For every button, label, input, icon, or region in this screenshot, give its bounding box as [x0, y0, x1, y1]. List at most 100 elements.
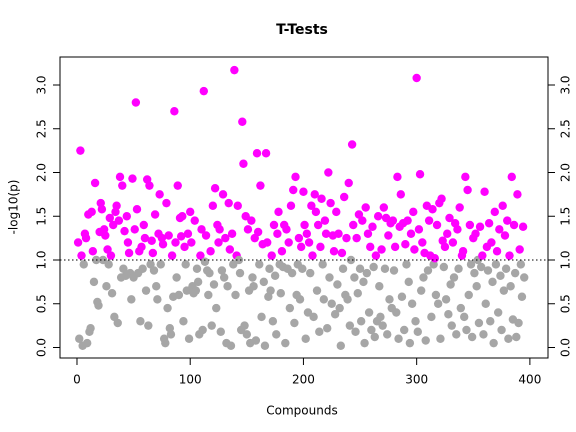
point: [217, 266, 227, 275]
point: [416, 286, 426, 295]
point: [118, 181, 127, 190]
point: [344, 178, 353, 188]
point: [484, 219, 494, 228]
point: [339, 192, 349, 202]
point: [306, 268, 315, 278]
point: [480, 187, 489, 196]
y2-tick-label: 1.0: [559, 250, 573, 269]
point: [516, 260, 526, 269]
point: [179, 317, 188, 326]
point: [242, 330, 252, 339]
point: [201, 231, 211, 240]
point: [412, 73, 421, 83]
point: [330, 310, 340, 319]
point: [229, 260, 238, 269]
point: [464, 290, 473, 300]
point: [153, 295, 162, 304]
point: [320, 216, 330, 225]
point: [233, 201, 242, 210]
point: [277, 247, 287, 256]
point: [309, 312, 318, 322]
point: [437, 194, 446, 203]
point: [415, 170, 425, 179]
point: [325, 273, 334, 282]
point: [343, 295, 352, 304]
point: [454, 264, 463, 273]
point: [225, 245, 235, 254]
point: [509, 220, 519, 230]
point: [407, 299, 417, 308]
point: [251, 336, 261, 345]
chart-title: T-Tests: [276, 22, 328, 38]
point: [291, 172, 300, 182]
point: [218, 190, 228, 199]
point: [317, 194, 326, 203]
point: [352, 233, 361, 243]
point: [128, 174, 137, 183]
point: [79, 260, 88, 269]
point: [130, 225, 139, 234]
point: [105, 213, 115, 223]
point: [441, 295, 451, 304]
point: [507, 172, 516, 182]
point: [466, 260, 476, 269]
point: [476, 262, 486, 272]
point: [448, 238, 458, 247]
point: [409, 207, 418, 217]
point: [239, 159, 248, 168]
point: [191, 286, 201, 295]
point: [431, 290, 441, 300]
point: [187, 238, 196, 247]
point: [260, 341, 270, 350]
point: [127, 295, 136, 304]
point: [170, 107, 179, 116]
point: [301, 334, 310, 343]
point: [183, 229, 193, 238]
point: [112, 201, 121, 210]
point: [497, 325, 506, 335]
point: [182, 286, 192, 295]
point: [300, 220, 309, 230]
point: [394, 334, 403, 343]
point: [304, 238, 314, 247]
point: [354, 210, 364, 219]
point: [294, 233, 304, 243]
point: [82, 338, 92, 348]
point: [101, 231, 110, 240]
x-axis-label: Compounds: [266, 404, 337, 418]
point: [358, 216, 367, 225]
point: [383, 330, 392, 339]
point: [461, 172, 470, 182]
point: [141, 286, 151, 295]
point: [152, 282, 161, 291]
point: [270, 271, 280, 280]
point: [488, 277, 497, 287]
point: [350, 273, 359, 282]
point: [73, 238, 83, 247]
point: [162, 198, 171, 208]
point: [174, 290, 184, 300]
point: [221, 233, 230, 243]
point: [510, 268, 520, 278]
point: [335, 303, 344, 313]
point: [481, 299, 490, 308]
point: [370, 332, 379, 342]
point: [290, 318, 299, 328]
point: [373, 212, 383, 221]
point: [103, 245, 112, 254]
point: [216, 327, 225, 336]
point: [86, 324, 95, 333]
point: [388, 216, 398, 225]
point: [336, 341, 345, 350]
point: [463, 185, 472, 195]
point: [161, 338, 170, 348]
point: [479, 330, 488, 339]
y-tick-label: 1.0: [35, 250, 49, 269]
point: [312, 286, 322, 295]
point: [424, 216, 434, 225]
point: [104, 260, 113, 269]
point: [520, 273, 529, 282]
point: [428, 205, 437, 214]
point: [224, 198, 233, 208]
point: [215, 225, 224, 234]
